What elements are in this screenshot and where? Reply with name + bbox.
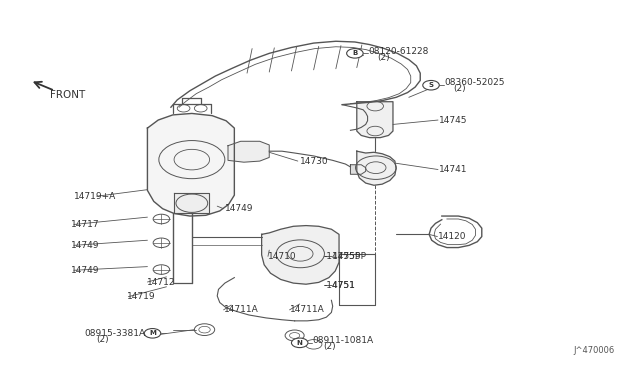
- Text: FRONT: FRONT: [51, 90, 86, 100]
- Circle shape: [291, 338, 308, 347]
- Text: 14717: 14717: [71, 220, 100, 229]
- Polygon shape: [356, 151, 396, 185]
- Text: 14719+A: 14719+A: [74, 192, 116, 201]
- Polygon shape: [147, 113, 234, 216]
- Text: (2): (2): [453, 84, 466, 93]
- Text: J^470006: J^470006: [574, 346, 615, 355]
- Text: 14749: 14749: [71, 241, 100, 250]
- Text: 14741: 14741: [439, 165, 468, 174]
- Text: 14120: 14120: [438, 232, 467, 241]
- Polygon shape: [351, 165, 365, 174]
- Text: -14755P: -14755P: [323, 252, 360, 261]
- Text: -14751: -14751: [323, 281, 355, 290]
- Text: 14712: 14712: [147, 278, 176, 286]
- Text: 14711A: 14711A: [223, 305, 259, 314]
- Polygon shape: [356, 102, 393, 138]
- Text: 08120-61228: 08120-61228: [368, 46, 429, 56]
- Text: (2): (2): [377, 52, 390, 61]
- Polygon shape: [262, 225, 339, 284]
- Text: 08915-3381A: 08915-3381A: [84, 329, 145, 338]
- Text: S: S: [429, 82, 433, 88]
- Text: —4751: —4751: [323, 281, 355, 290]
- Text: (2): (2): [323, 342, 336, 351]
- Polygon shape: [228, 141, 269, 162]
- Text: N: N: [297, 340, 303, 346]
- Text: M: M: [149, 330, 156, 336]
- Text: 08360-52025: 08360-52025: [444, 78, 505, 87]
- Circle shape: [347, 49, 363, 58]
- Text: 14730: 14730: [300, 157, 328, 166]
- Circle shape: [144, 328, 161, 338]
- Text: (2): (2): [97, 335, 109, 344]
- Text: 14749: 14749: [225, 204, 253, 213]
- Polygon shape: [174, 193, 209, 214]
- Circle shape: [423, 80, 439, 90]
- Text: 14711A: 14711A: [289, 305, 324, 314]
- Text: 14719: 14719: [127, 292, 155, 301]
- Text: 14749: 14749: [71, 266, 100, 275]
- Text: 14745: 14745: [439, 116, 468, 125]
- Text: —14755P: —14755P: [323, 252, 366, 261]
- Text: B: B: [352, 50, 358, 56]
- Text: 14710: 14710: [268, 252, 296, 261]
- Text: 08911-1081A: 08911-1081A: [312, 336, 374, 345]
